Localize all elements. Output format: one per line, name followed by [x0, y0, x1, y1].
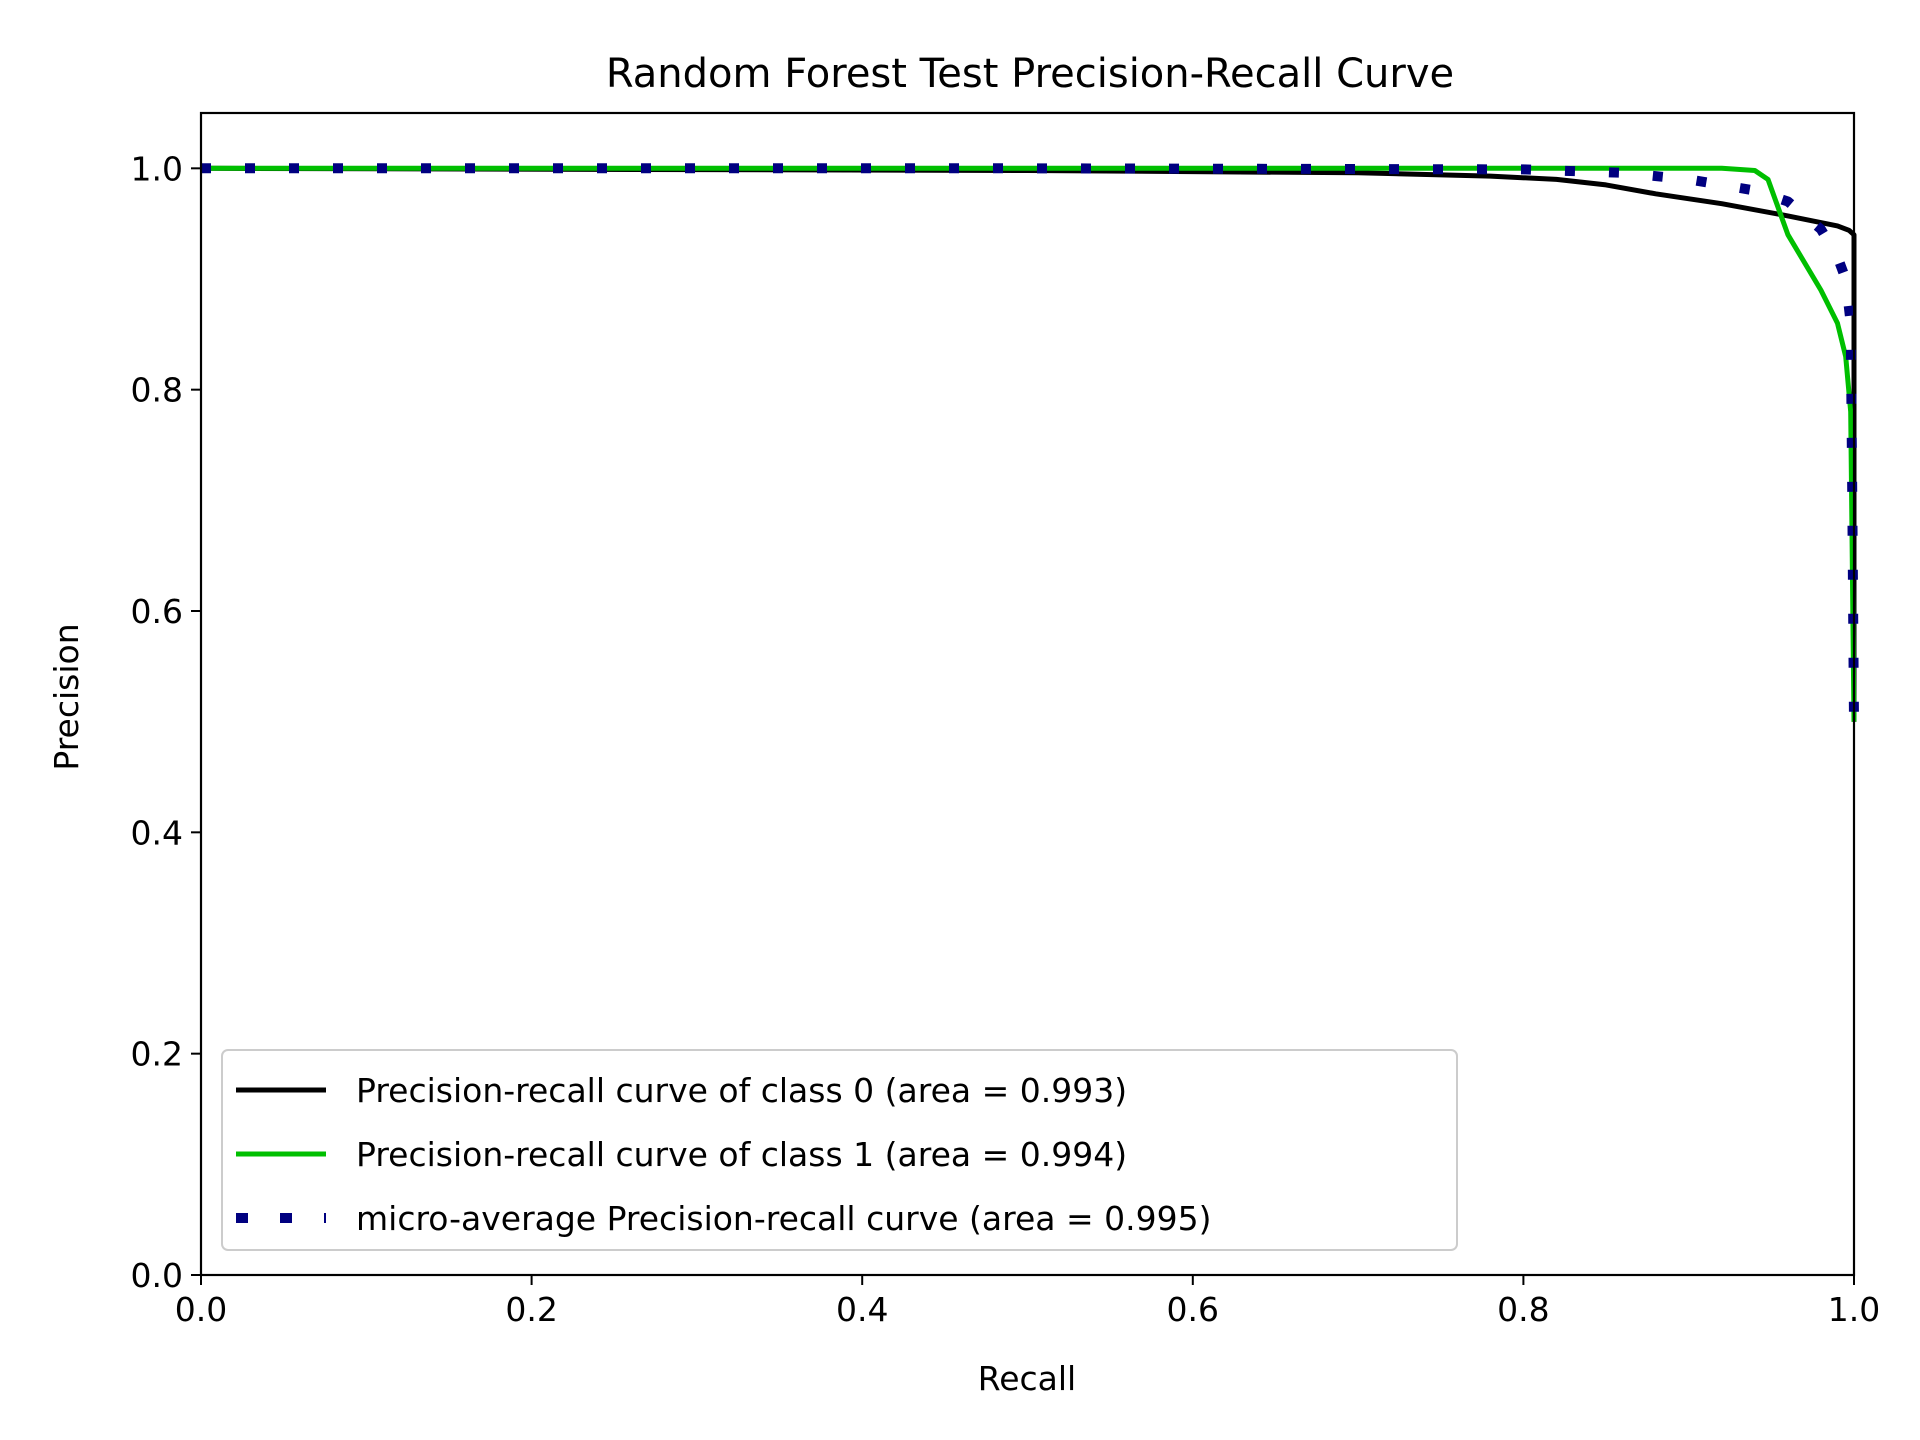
y-tick-label: 0.4 [131, 813, 183, 852]
legend-label-2: micro-average Precision-recall curve (ar… [356, 1199, 1211, 1238]
legend: Precision-recall curve of class 0 (area … [221, 1049, 1458, 1251]
x-axis-label: Recall [978, 1359, 1076, 1398]
series-layer [200, 163, 1859, 722]
y-tick-label: 0.2 [131, 1035, 183, 1074]
series-line-0 [200, 165, 1857, 722]
y-axis-ticks: 0.0 0.2 0.4 0.6 0.8 1.0 [131, 149, 201, 1295]
series-line-2 [201, 163, 1859, 722]
x-tick-label: 1.0 [1828, 1290, 1880, 1329]
series-line-1 [201, 165, 1857, 722]
x-axis-ticks: 0.0 0.2 0.4 0.6 0.8 1.0 [175, 1275, 1880, 1329]
x-tick-label: 0.2 [505, 1290, 557, 1329]
x-tick-label: 0.6 [1167, 1290, 1219, 1329]
y-tick-label: 1.0 [131, 149, 183, 188]
plot-frame [199, 111, 1856, 1277]
legend-label-0: Precision-recall curve of class 0 (area … [356, 1071, 1127, 1110]
x-tick-label: 0.4 [836, 1290, 888, 1329]
legend-label-1: Precision-recall curve of class 1 (area … [356, 1135, 1127, 1174]
y-tick-label: 0.8 [131, 371, 183, 410]
y-tick-label: 0.0 [131, 1256, 183, 1295]
x-tick-label: 0.0 [175, 1290, 227, 1329]
y-axis-label: Precision [47, 623, 86, 770]
chart-title: Random Forest Test Precision-Recall Curv… [606, 51, 1454, 97]
y-tick-label: 0.6 [131, 592, 183, 631]
x-tick-label: 0.8 [1497, 1290, 1549, 1329]
legend-box [221, 1049, 1458, 1251]
